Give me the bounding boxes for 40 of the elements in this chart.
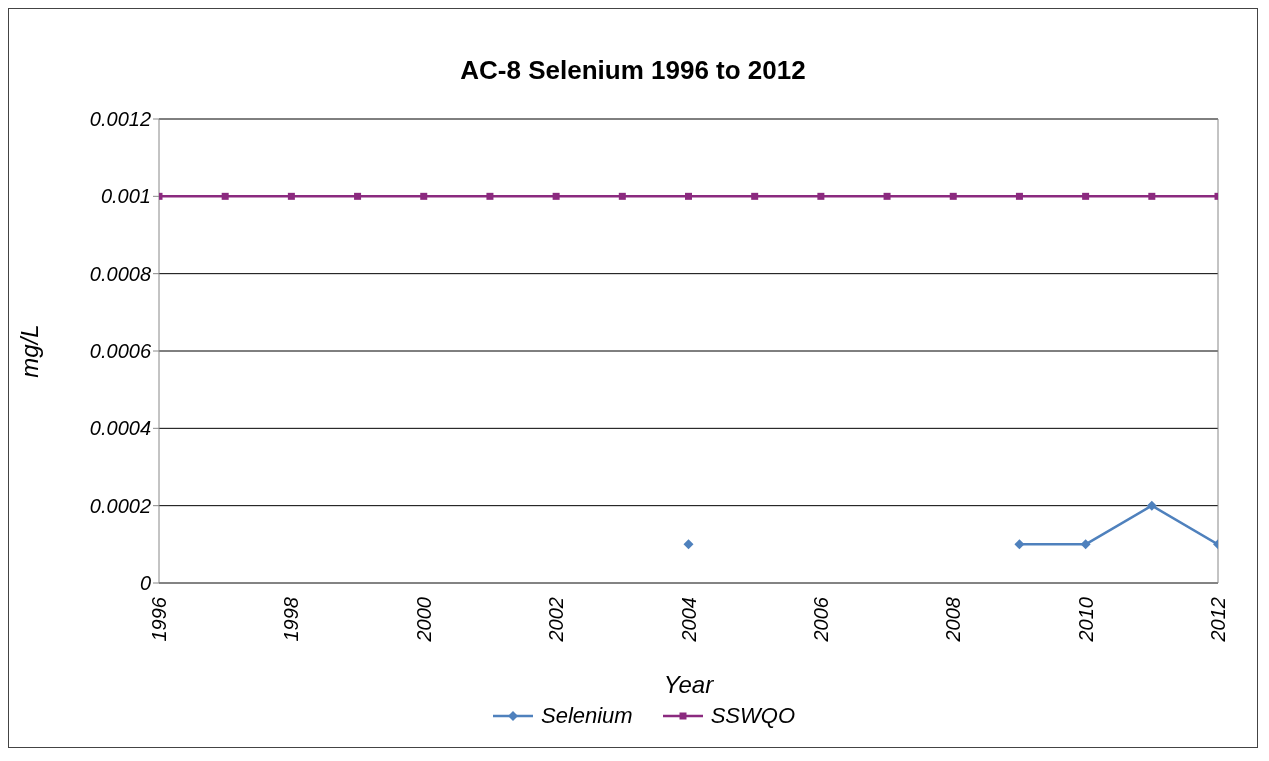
- y-tick-label: 0.0012: [89, 108, 151, 131]
- point: [1014, 539, 1025, 550]
- x-tick-label: 2008: [942, 597, 965, 643]
- point: [817, 192, 825, 200]
- y-axis-title: mg/L: [15, 324, 43, 378]
- point: [1148, 192, 1156, 200]
- point: [1146, 500, 1157, 511]
- legend-label: Selenium: [540, 703, 633, 729]
- point: [486, 192, 494, 200]
- y-tick-label: 0.0002: [89, 494, 151, 517]
- x-tick-label: 1998: [280, 597, 303, 642]
- y-tick-label: 0: [139, 572, 151, 595]
- x-tick-label: 2006: [809, 596, 832, 643]
- point: [552, 192, 560, 200]
- point: [354, 192, 362, 200]
- point: [420, 192, 428, 200]
- point: [1015, 192, 1023, 200]
- point: [751, 192, 759, 200]
- point: [949, 192, 957, 200]
- x-axis-title: Year: [663, 671, 715, 698]
- point: [287, 192, 295, 200]
- point: [618, 192, 626, 200]
- point: [685, 192, 692, 200]
- x-tick-label: 2000: [412, 597, 435, 643]
- x-tick-label: 2010: [1074, 597, 1097, 643]
- y-tick-label: 0.0008: [89, 262, 151, 285]
- x-tick-label: 2004: [677, 597, 700, 643]
- chart-title: AC-8 Selenium 1996 to 2012: [459, 54, 807, 87]
- x-tick-label: 2002: [545, 597, 568, 643]
- x-tick-label: 2012: [1207, 597, 1229, 643]
- x-tick-label: 1996: [148, 596, 170, 642]
- point: [1080, 539, 1091, 550]
- point: [221, 192, 229, 200]
- y-tick-label: 0.0006: [89, 340, 152, 363]
- y-tick-label: 0.0004: [89, 417, 151, 440]
- y-tick-label: 0.001: [100, 185, 151, 208]
- point: [683, 539, 694, 550]
- point: [1082, 192, 1090, 200]
- point: [883, 192, 891, 200]
- legend-label: SSWQO: [710, 703, 796, 729]
